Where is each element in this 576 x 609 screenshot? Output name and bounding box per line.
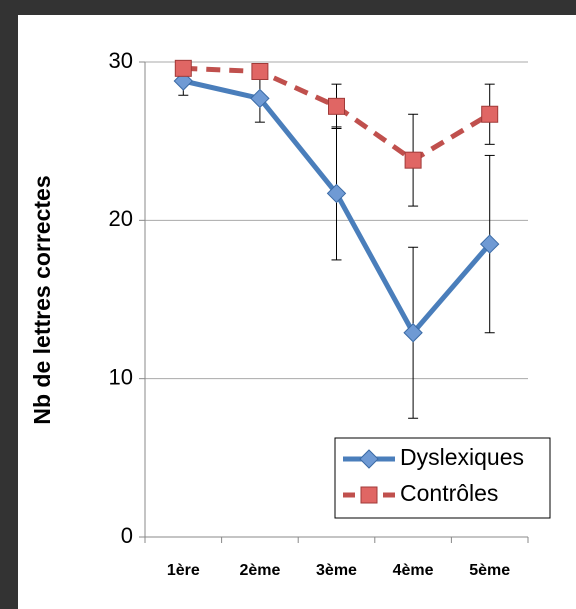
x-tick-label: 4ème — [393, 562, 434, 579]
y-tick-label: 10 — [109, 364, 133, 389]
data-point — [250, 88, 270, 109]
legend-marker — [360, 486, 378, 504]
data-point — [481, 105, 499, 123]
y-axis-label: Nb de lettres correctes — [29, 175, 55, 424]
data-point — [251, 63, 269, 80]
x-tick-label: 2ème — [239, 562, 280, 579]
x-tick-label: 3ème — [316, 562, 357, 579]
panel — [18, 15, 576, 609]
data-point — [479, 234, 500, 254]
x-tick-label: 5ème — [469, 562, 510, 579]
legend-label: Dyslexiques — [400, 444, 524, 470]
y-tick-label: 30 — [109, 48, 133, 73]
data-point — [403, 323, 423, 343]
y-tick-label: 0 — [121, 523, 133, 548]
legend-marker — [359, 449, 379, 469]
data-point — [404, 151, 422, 169]
x-tick-label: 1ère — [167, 562, 200, 579]
legend-label: Contrôles — [400, 480, 498, 506]
data-point — [328, 97, 345, 115]
data-point — [326, 183, 347, 204]
y-tick-label: 20 — [109, 206, 133, 231]
series-line — [183, 65, 491, 163]
data-point — [174, 59, 192, 77]
